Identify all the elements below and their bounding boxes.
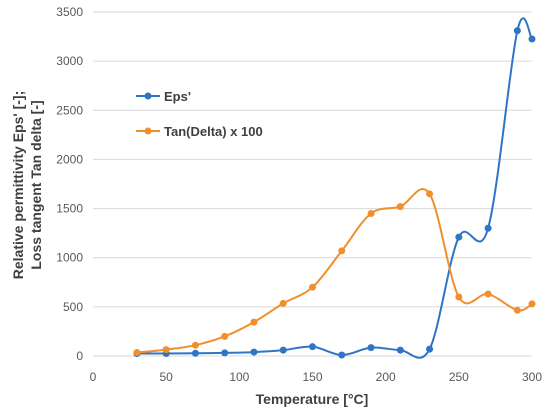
y-tick-label: 1000 xyxy=(56,251,83,265)
y-axis-ticks: 0 500 1000 1500 2000 2500 3000 3500 xyxy=(56,5,83,363)
data-point xyxy=(455,233,463,241)
data-point xyxy=(513,27,521,35)
y-tick-label: 2500 xyxy=(56,103,83,117)
data-point xyxy=(426,190,434,198)
data-point xyxy=(191,341,199,349)
data-point xyxy=(396,346,404,354)
legend-label: Eps' xyxy=(164,89,191,104)
x-tick-label: 100 xyxy=(229,370,249,384)
y-axis-title: Relative permittivity Eps' [-]; Loss tan… xyxy=(10,91,44,279)
data-point xyxy=(455,293,463,301)
series-line xyxy=(136,188,533,354)
data-point xyxy=(528,35,536,43)
x-tick-label: 300 xyxy=(522,370,542,384)
data-point xyxy=(338,351,346,359)
y-tick-label: 0 xyxy=(76,349,83,363)
legend: Eps' Tan(Delta) x 100 xyxy=(136,89,263,139)
gridlines xyxy=(93,11,532,357)
data-point xyxy=(221,332,229,340)
y-tick-label: 3000 xyxy=(56,54,83,68)
y-tick-label: 500 xyxy=(63,300,83,314)
data-point xyxy=(528,300,536,308)
x-axis-title: Temperature [°C] xyxy=(256,391,369,407)
data-point xyxy=(162,346,170,354)
data-point xyxy=(426,345,434,353)
legend-swatch-marker xyxy=(144,127,152,135)
data-point xyxy=(279,299,287,307)
y-tick-label: 1500 xyxy=(56,202,83,216)
series-line xyxy=(136,17,533,359)
legend-item: Tan(Delta) x 100 xyxy=(136,124,263,139)
legend-swatch-marker xyxy=(144,92,152,100)
series-1 xyxy=(133,17,536,359)
data-point xyxy=(279,346,287,354)
x-tick-label: 50 xyxy=(159,370,173,384)
y-axis-title-line-2: Loss tangent Tan delta [-] xyxy=(28,100,44,269)
data-point xyxy=(133,349,141,357)
data-point xyxy=(484,290,492,298)
data-point xyxy=(367,209,375,217)
data-point xyxy=(221,349,229,357)
legend-item: Eps' xyxy=(136,89,191,104)
x-tick-label: 150 xyxy=(302,370,322,384)
data-point xyxy=(338,247,346,255)
data-point xyxy=(309,283,316,291)
x-tick-label: 250 xyxy=(449,370,469,384)
y-tick-label: 2000 xyxy=(56,152,83,166)
data-point xyxy=(367,344,375,352)
series-layer xyxy=(133,17,536,359)
x-tick-label: 200 xyxy=(376,370,396,384)
data-point xyxy=(484,224,492,232)
y-axis-title-line-1: Relative permittivity Eps' [-]; xyxy=(10,91,26,279)
x-axis-ticks: 0 50 100 150 200 250 300 xyxy=(90,370,543,384)
data-point xyxy=(309,343,316,351)
data-point xyxy=(396,203,404,211)
y-tick-label: 3500 xyxy=(56,5,83,19)
data-point xyxy=(513,306,521,314)
data-point xyxy=(191,349,199,357)
legend-label: Tan(Delta) x 100 xyxy=(164,124,263,139)
data-point xyxy=(250,318,258,326)
series-2 xyxy=(133,188,536,357)
data-point xyxy=(250,348,258,356)
x-tick-label: 0 xyxy=(90,370,97,384)
